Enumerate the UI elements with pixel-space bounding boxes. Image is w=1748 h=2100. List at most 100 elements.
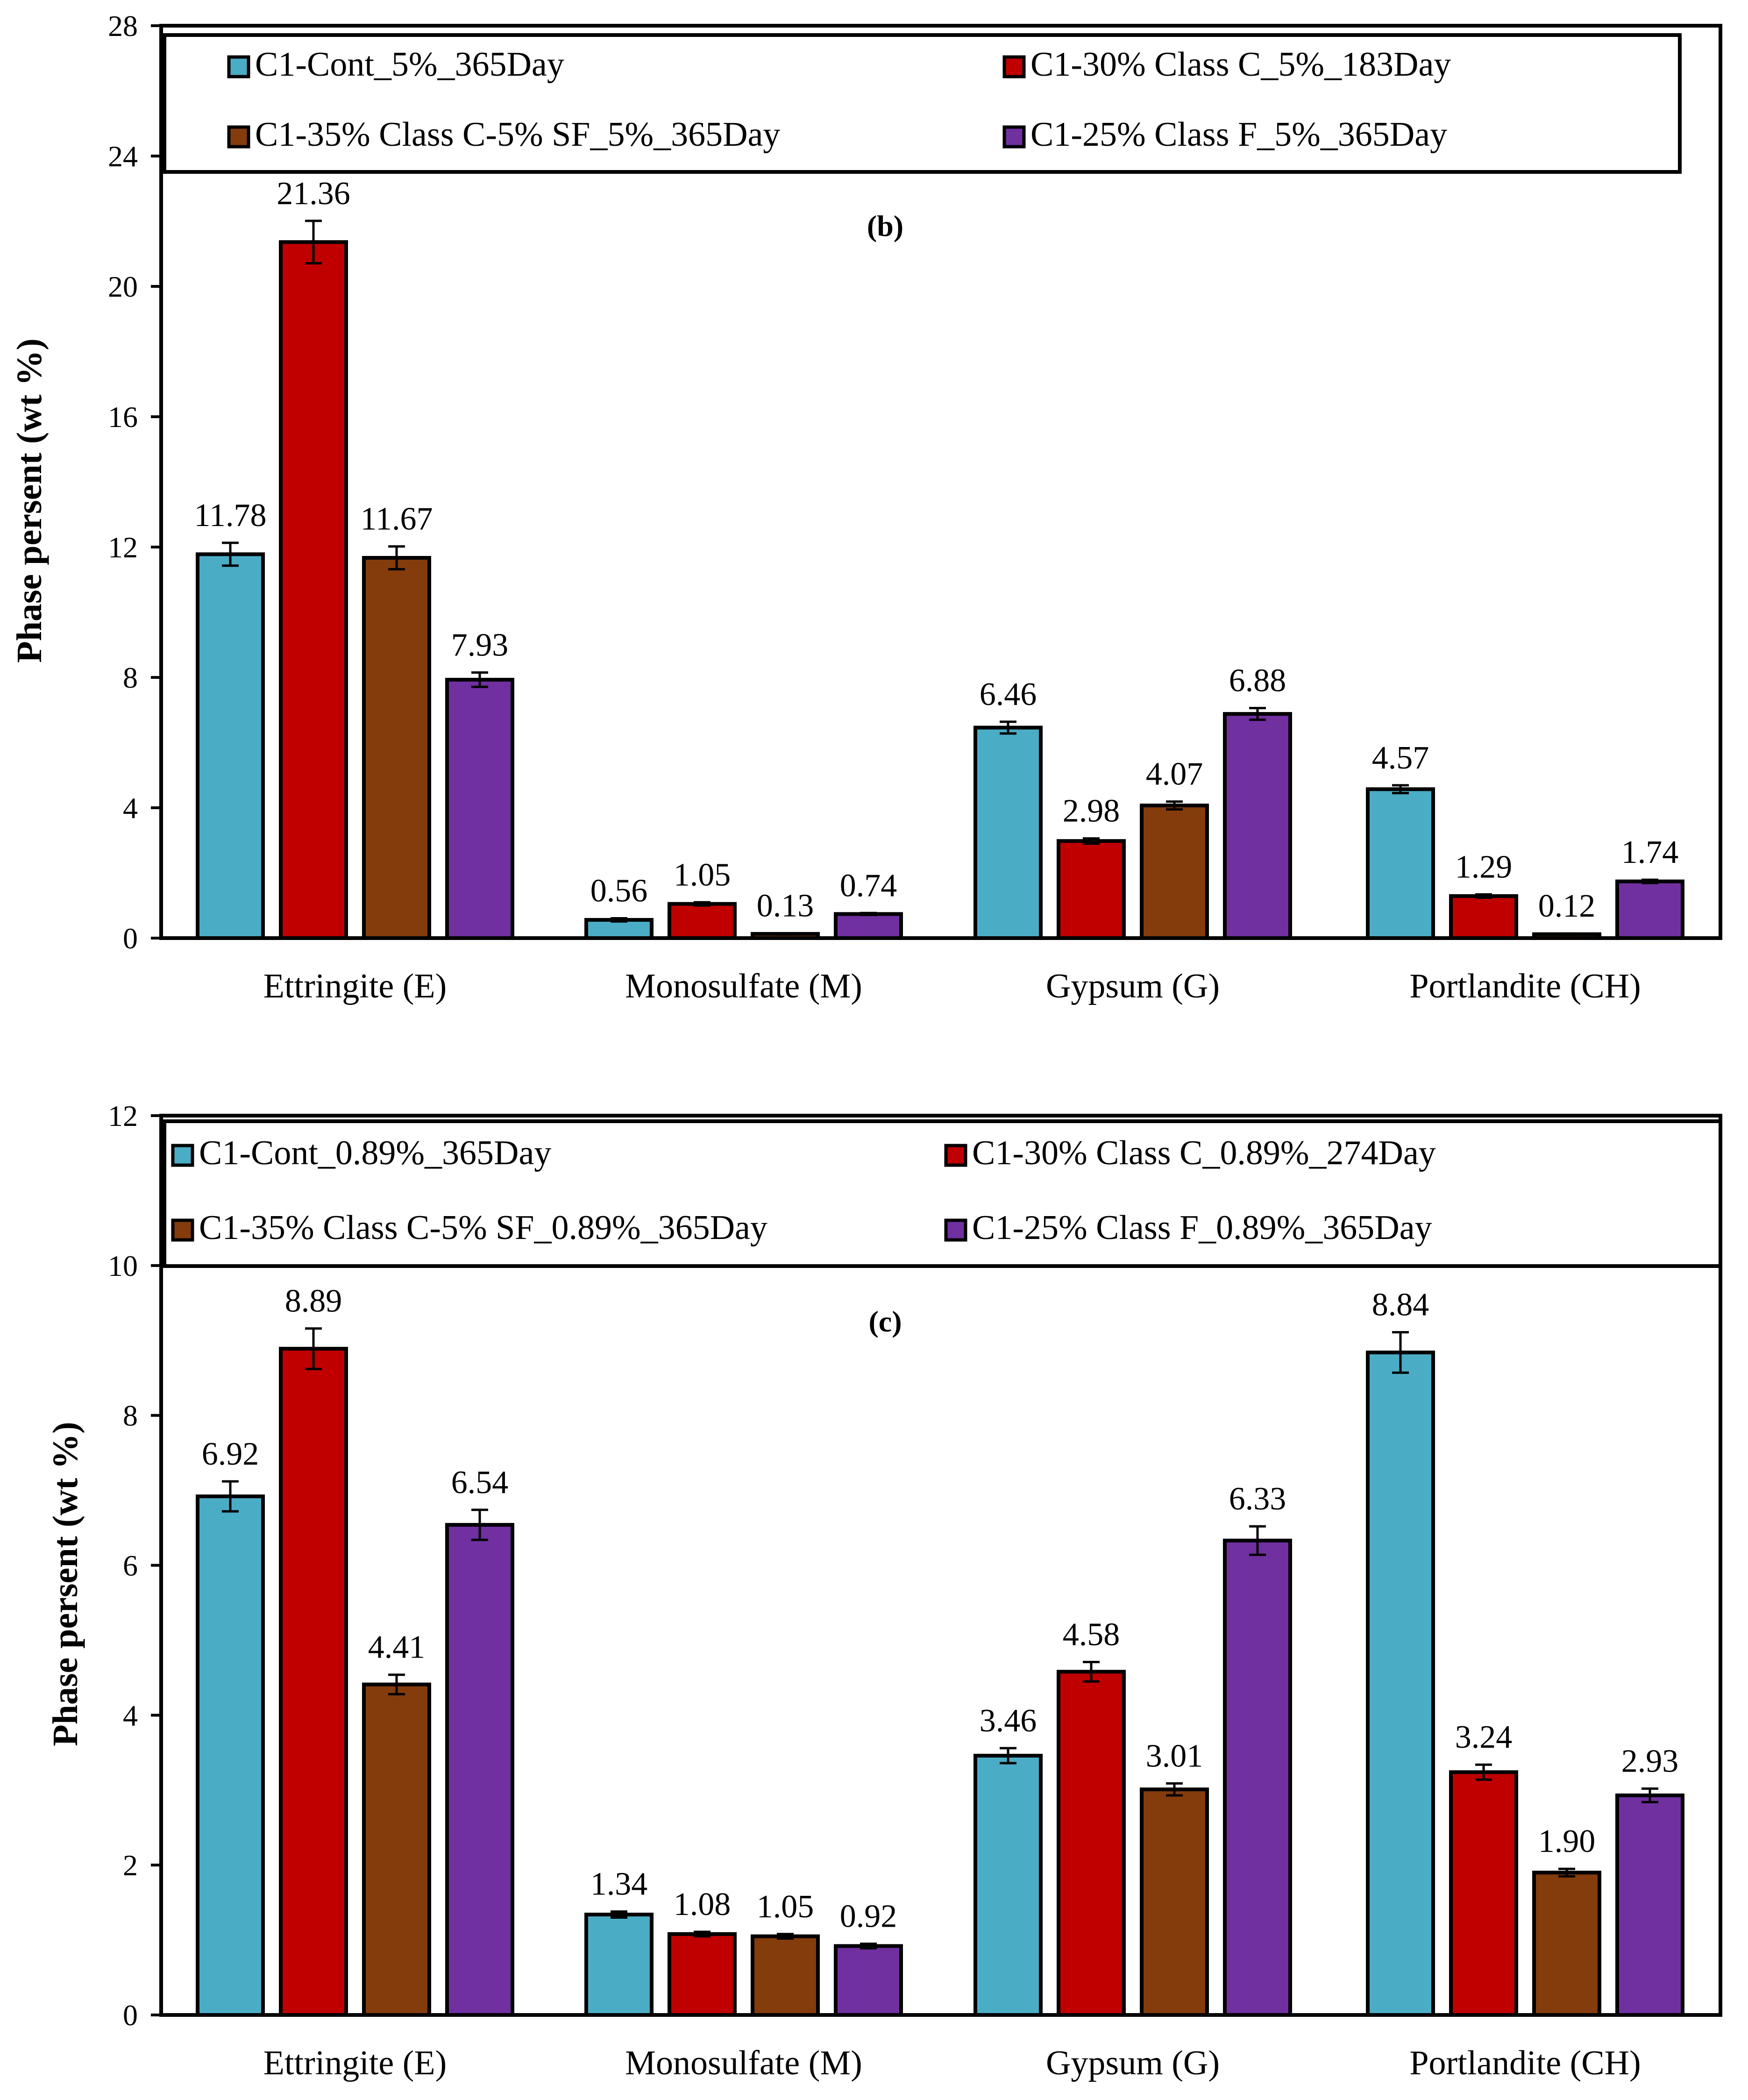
y-tick-label: 2 — [123, 1849, 138, 1882]
data-label: 6.88 — [1229, 663, 1286, 699]
y-tick-label: 24 — [108, 140, 138, 173]
data-label: 8.89 — [285, 1283, 342, 1319]
data-label: 4.41 — [368, 1630, 426, 1666]
y-tick-label: 16 — [108, 400, 138, 434]
legend-swatch — [171, 1144, 194, 1167]
data-label: 1.34 — [590, 1866, 648, 1902]
data-label: 0.56 — [590, 873, 648, 909]
bar — [279, 1346, 348, 2017]
legend-swatch — [1002, 125, 1026, 149]
y-tick-label: 4 — [123, 791, 138, 825]
y-tick-label: 6 — [123, 1549, 138, 1582]
data-label: 4.57 — [1372, 740, 1429, 776]
bar — [1057, 839, 1126, 940]
bar — [1615, 1793, 1684, 2017]
data-label: 3.46 — [980, 1703, 1037, 1739]
bar — [668, 902, 737, 940]
data-label: 11.78 — [194, 498, 267, 534]
bar — [362, 1682, 431, 2017]
data-label: 3.24 — [1455, 1719, 1513, 1755]
plot-area-frame — [159, 24, 1722, 940]
category-label: Portlandite (CH) — [1409, 967, 1641, 1005]
y-tick-label: 4 — [123, 1699, 138, 1732]
data-label: 8.84 — [1372, 1287, 1429, 1323]
data-label: 1.74 — [1621, 834, 1679, 870]
bar — [1223, 712, 1292, 940]
bar — [362, 556, 431, 940]
legend-entry: C1-30% Class C_0.89%_274Day — [972, 1134, 1436, 1172]
data-label: 4.07 — [1146, 756, 1203, 792]
bar — [973, 1753, 1043, 2017]
y-tick-label: 28 — [108, 9, 138, 43]
data-label: 1.29 — [1455, 849, 1513, 885]
legend-swatch — [944, 1218, 967, 1242]
legend-entry: C1-25% Class F_5%_365Day — [1030, 115, 1447, 154]
bar — [834, 912, 903, 940]
bar — [584, 1913, 654, 2017]
legend-box — [163, 1119, 1722, 1268]
legend-entry: C1-35% Class C-5% SF_5%_365Day — [255, 115, 780, 154]
bar — [1615, 879, 1684, 940]
legend-swatch — [171, 1218, 194, 1242]
data-label: 6.33 — [1229, 1481, 1286, 1517]
bar — [196, 1494, 265, 2017]
category-label: Monosulfate (M) — [625, 2044, 862, 2082]
y-tick-label: 0 — [123, 922, 138, 955]
bar — [668, 1932, 737, 2017]
bar — [1140, 804, 1209, 940]
y-tick-label: 8 — [123, 661, 138, 694]
bar — [1223, 1538, 1292, 2017]
y-tick-label: 12 — [108, 531, 138, 564]
y-axis-label: Phase persent (wt %) — [46, 1422, 85, 1746]
legend-entry: C1-30% Class C_5%_183Day — [1030, 45, 1451, 84]
bar — [751, 1934, 820, 2017]
bar — [1366, 1350, 1435, 2017]
data-label: 0.74 — [840, 868, 897, 904]
data-label: 2.98 — [1063, 793, 1120, 829]
data-label: 6.46 — [980, 676, 1037, 712]
data-label: 1.90 — [1538, 1823, 1596, 1859]
bar — [1532, 1871, 1601, 2017]
panel-label: (b) — [867, 209, 903, 242]
legend-swatch — [227, 125, 250, 149]
bar — [1140, 1787, 1209, 2017]
bar — [196, 552, 265, 940]
chart-panel-b: 0 4 8 12 16 20 24 28 Phase persent (wt %) 11.78 21… — [10, 9, 1722, 1005]
data-label: 1.05 — [674, 857, 731, 893]
category-label: Gypsum (G) — [1046, 967, 1220, 1005]
bar — [445, 677, 514, 940]
data-label: 6.54 — [451, 1465, 509, 1501]
category-label: Ettringite (E) — [263, 967, 447, 1005]
bar — [973, 726, 1043, 940]
data-label: 0.12 — [1538, 888, 1596, 924]
data-label: 1.08 — [674, 1886, 731, 1922]
data-label: 0.13 — [757, 888, 814, 924]
y-axis-label: Phase persent (wt %) — [10, 338, 49, 662]
panel-label: (c) — [868, 1305, 902, 1338]
y-tick-label: 12 — [108, 1099, 138, 1132]
bar — [1449, 894, 1518, 940]
data-label: 7.93 — [451, 627, 509, 663]
data-label: 6.92 — [202, 1436, 259, 1472]
data-label: 0.92 — [840, 1899, 897, 1935]
data-label: 2.93 — [1621, 1744, 1679, 1780]
bar — [1366, 787, 1435, 940]
legend-box — [163, 33, 1682, 174]
bar — [1449, 1770, 1518, 2017]
legend-swatch — [227, 55, 250, 78]
y-tick-label: 20 — [108, 270, 138, 303]
y-tick-label: 0 — [123, 1999, 138, 2032]
bar — [1057, 1670, 1126, 2017]
chart-panel-c: 0 2 4 6 8 10 12 Phase persent (wt %) 6.92 8.89 4.4… — [46, 1099, 1722, 2082]
legend-entry: C1-Cont_5%_365Day — [255, 45, 564, 84]
category-label: Ettringite (E) — [263, 2044, 447, 2082]
bar — [445, 1523, 514, 2017]
legend-swatch — [944, 1144, 967, 1167]
data-label: 21.36 — [277, 176, 350, 212]
legend-entry: C1-25% Class F_0.89%_365Day — [972, 1209, 1432, 1247]
category-label: Portlandite (CH) — [1409, 2044, 1641, 2082]
legend-swatch — [1002, 55, 1026, 78]
category-label: Monosulfate (M) — [625, 967, 862, 1005]
legend-entry: C1-Cont_0.89%_365Day — [199, 1134, 551, 1172]
